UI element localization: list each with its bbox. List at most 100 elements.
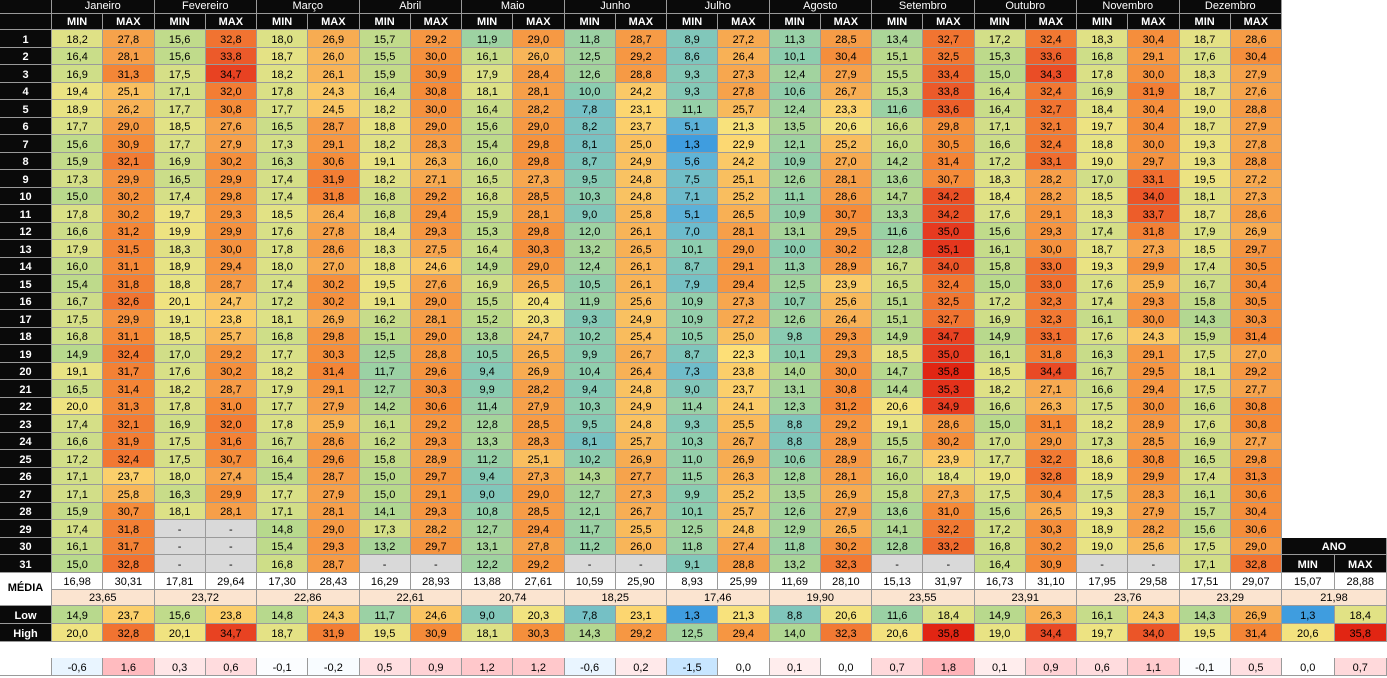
temp-cell: 19,9 [154,222,206,240]
day-label: 19 [0,345,52,363]
temp-cell: 8,1 [564,432,616,450]
temp-cell: 15,8 [359,450,411,468]
temp-cell: 33,6 [923,100,975,118]
temp-cell: 15,1 [872,47,924,65]
temp-cell: 29,8 [513,152,565,170]
temp-cell: 19,1 [359,292,411,310]
temp-cell: 7,1 [667,187,719,205]
temp-cell: 9,1 [667,555,719,573]
max-header: MAX [308,14,360,30]
temp-cell: 14,1 [872,520,924,538]
temp-cell: 19,3 [1179,152,1231,170]
temp-cell: 17,4 [52,520,104,538]
temp-cell: 19,1 [154,310,206,328]
temp-cell: 15,4 [257,537,309,555]
temp-cell: 28,5 [513,502,565,520]
temp-cell: 18,7 [1179,205,1231,223]
temp-cell: 9,3 [667,82,719,100]
temp-cell: 17,7 [257,397,309,415]
temp-cell: 25,5 [615,520,667,538]
media-cell: 28,10 [820,572,872,590]
temp-cell: 26,5 [820,520,872,538]
temp-cell: 16,1 [974,240,1026,258]
month-header: Setembro [872,0,975,14]
temp-cell: 29,0 [513,485,565,503]
min-header: MIN [564,14,616,30]
temp-cell: 29,8 [513,135,565,153]
temp-cell: 29,3 [820,327,872,345]
temp-cell: 29,6 [308,450,360,468]
temp-cell: 18,7 [257,47,309,65]
temp-cell: 30,4 [1230,275,1282,293]
temp-cell: 17,5 [974,485,1026,503]
temp-cell: 13,6 [872,170,924,188]
day-label: 27 [0,485,52,503]
high-cell: 19,7 [1077,624,1129,642]
temp-cell: 17,5 [1077,397,1129,415]
media-cell: 28,93 [410,572,462,590]
month-header: Março [257,0,360,14]
temp-cell: 13,2 [564,240,616,258]
temp-cell: 16,0 [872,467,924,485]
high-cell: 20,6 [1282,624,1335,642]
temp-cell: 31,7 [103,362,155,380]
temp-cell: 30,0 [1025,240,1077,258]
temp-cell: 15,1 [872,292,924,310]
temp-cell: 19,0 [974,467,1026,485]
temp-cell: 27,9 [820,502,872,520]
temp-cell: 23,8 [205,310,257,328]
temp-cell: 15,8 [1179,292,1231,310]
temp-cell: 15,0 [974,65,1026,83]
temp-cell: 32,4 [1025,82,1077,100]
temp-cell: 30,8 [1230,397,1282,415]
temp-cell: 5,6 [667,152,719,170]
day-label: 22 [0,397,52,415]
temp-cell: - [564,555,616,573]
diff-cell: 0,1 [974,658,1026,676]
temp-cell: 18,5 [872,345,924,363]
temp-cell: 26,5 [513,345,565,363]
temp-cell: 16,4 [52,47,104,65]
temp-cell: 18,7 [1179,117,1231,135]
month-header: Maio [462,0,565,14]
temp-cell: 29,8 [1230,450,1282,468]
temp-cell: 32,1 [103,152,155,170]
temp-cell: 28,8 [410,345,462,363]
temp-cell: 29,1 [1025,205,1077,223]
temp-cell: 17,8 [257,82,309,100]
temp-cell: 29,2 [513,555,565,573]
temp-cell: 15,0 [52,187,104,205]
temp-cell: 27,9 [513,397,565,415]
temp-cell: 19,1 [359,152,411,170]
low-cell: 18,4 [923,606,975,624]
temp-cell: 16,4 [974,82,1026,100]
temp-cell: 34,2 [923,187,975,205]
temp-cell: 31,2 [820,397,872,415]
temp-cell: 18,3 [359,240,411,258]
temp-cell: - [615,555,667,573]
temp-cell: 26,2 [103,100,155,118]
temp-cell: 16,2 [359,310,411,328]
temp-cell: 17,2 [257,292,309,310]
temp-cell: 29,3 [1025,222,1077,240]
low-cell: 23,1 [615,606,667,624]
temp-cell: 29,4 [410,205,462,223]
temp-cell: 29,3 [820,345,872,363]
temp-cell: 30,3 [308,345,360,363]
temp-cell: 19,0 [1077,537,1129,555]
temp-cell: 15,9 [1179,327,1231,345]
temp-cell: 29,9 [1128,467,1180,485]
temp-cell: 32,8 [1230,555,1282,573]
high-cell: 32,8 [103,624,155,642]
diff-cell: -0,2 [308,658,360,676]
temp-cell: 27,1 [410,170,462,188]
day-label: 1 [0,30,52,48]
temp-cell: 30,0 [1128,65,1180,83]
temp-cell: 24,2 [718,152,770,170]
temp-cell: 15,3 [974,47,1026,65]
temp-cell: 28,1 [308,502,360,520]
temp-cell: 15,0 [359,467,411,485]
corner-cell [0,14,52,30]
temp-cell: 25,7 [205,327,257,345]
temp-cell: 34,7 [205,65,257,83]
